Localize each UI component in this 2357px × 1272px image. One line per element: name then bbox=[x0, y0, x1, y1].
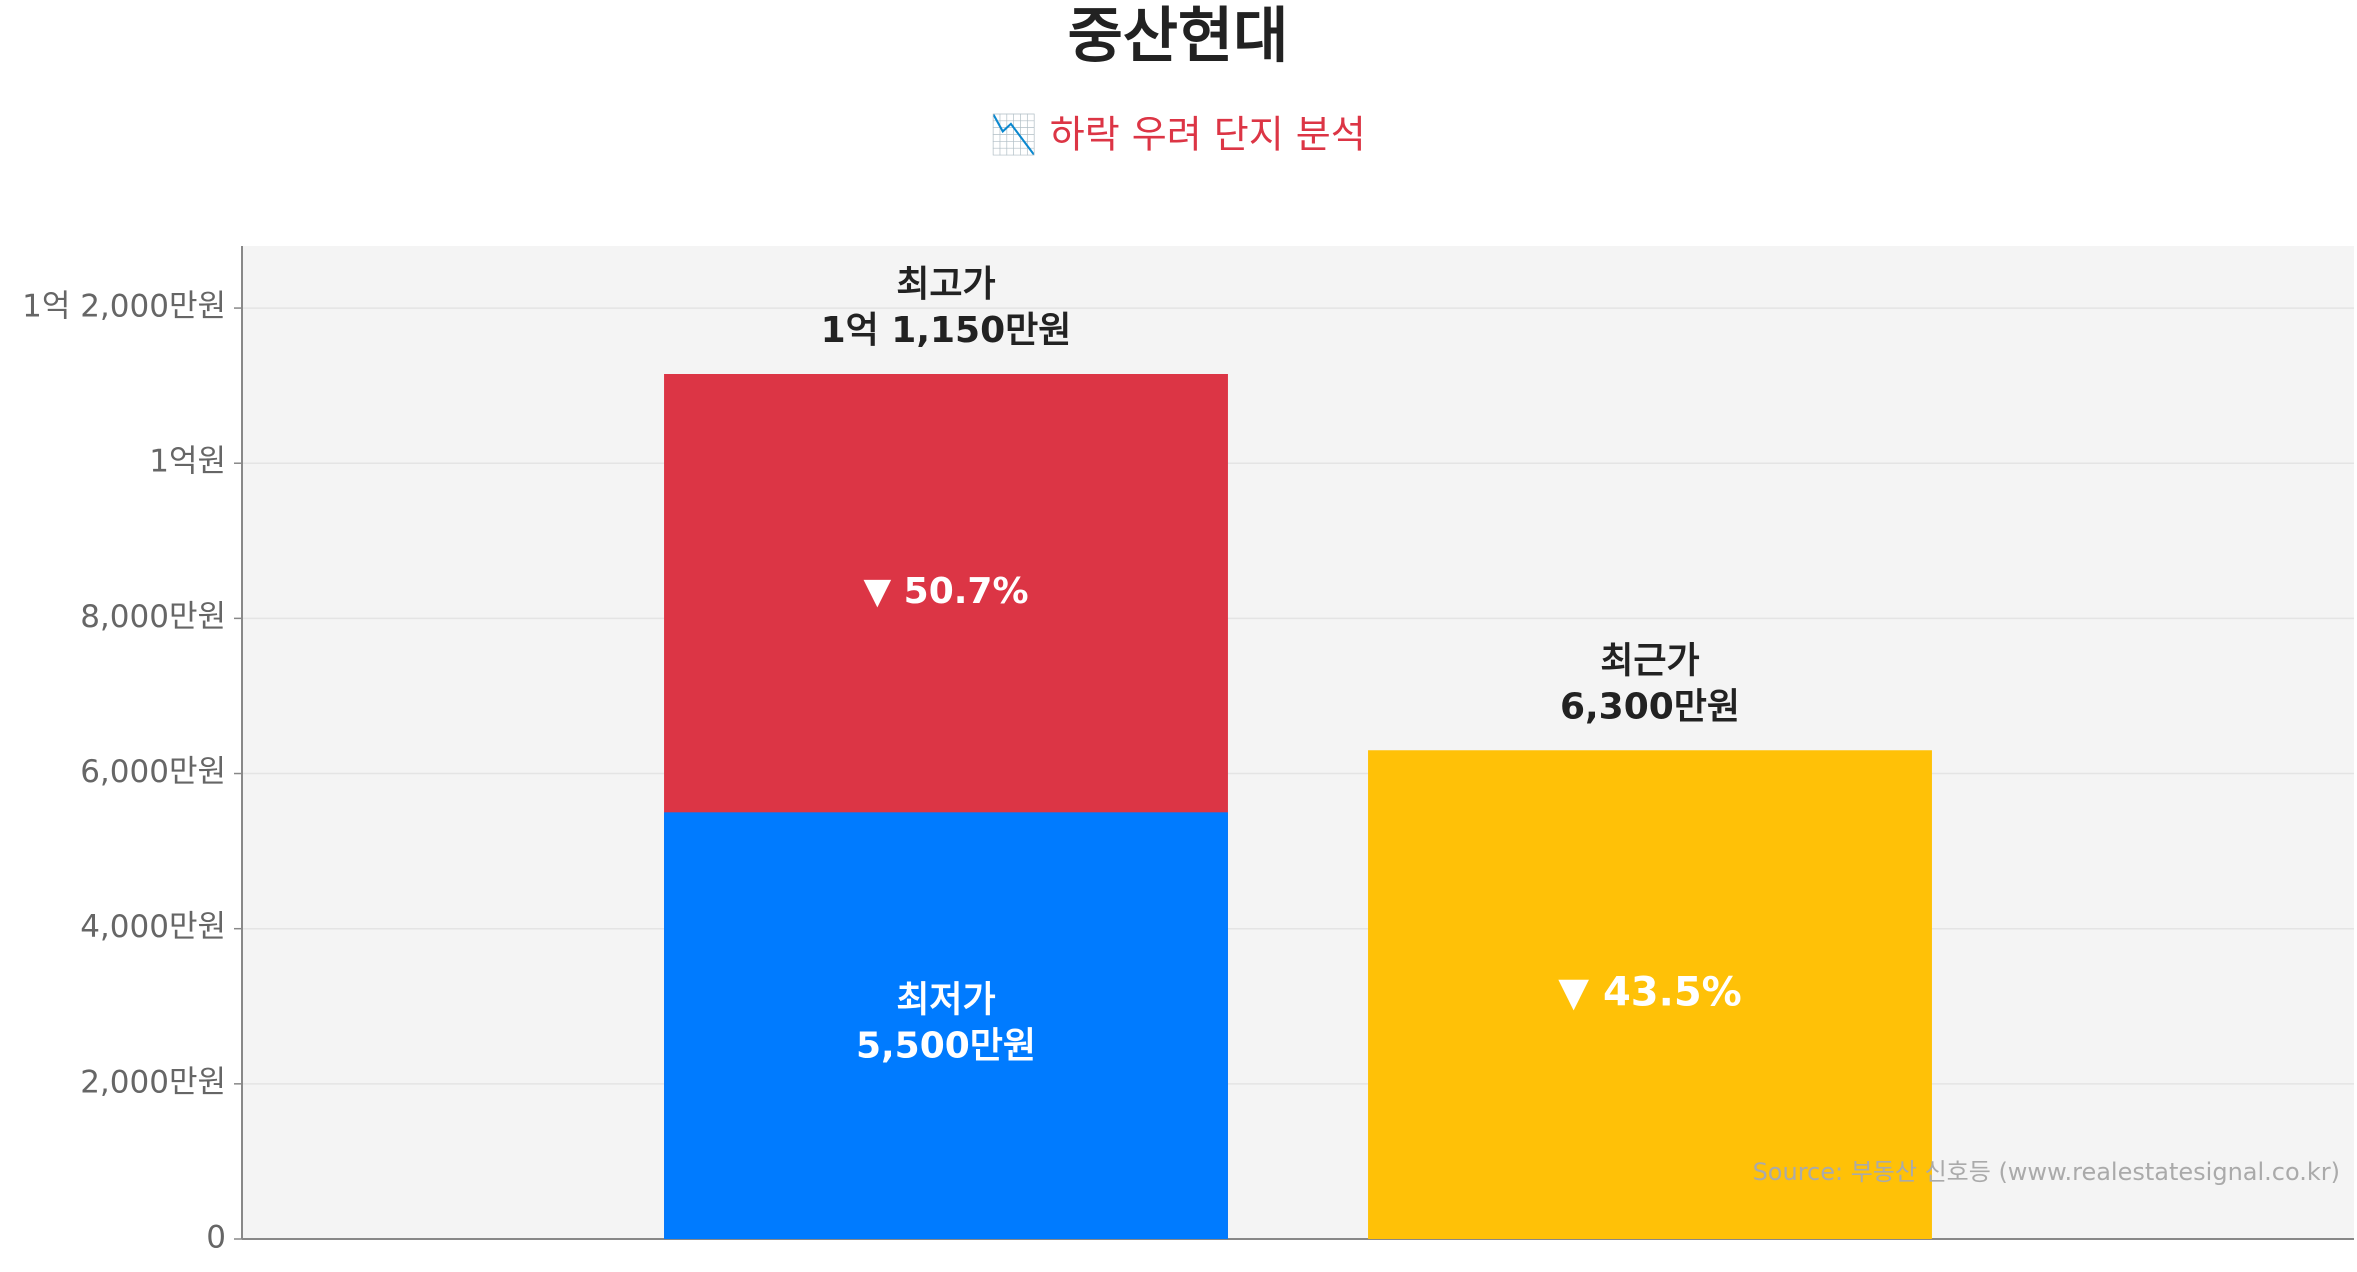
bar-name-label: 최근가 bbox=[1600, 640, 1699, 681]
y-tick-label: 1억원 bbox=[149, 444, 226, 480]
chart-subtitle: 📉 하락 우려 단지 분석 bbox=[990, 113, 1365, 157]
plot-area bbox=[242, 246, 2354, 1239]
bar bbox=[1368, 750, 1932, 1239]
y-tick-label: 2,000만원 bbox=[80, 1064, 226, 1100]
y-tick-label: 1억 2,000만원 bbox=[22, 289, 226, 325]
change-annotation: ▼ 43.5% bbox=[1558, 970, 1741, 1016]
source-note: Source: 부동산 신호등 (www.realestatesignal.co… bbox=[1753, 1158, 2340, 1186]
value-label: 1억 1,150만원 bbox=[821, 310, 1072, 351]
value-label: 6,300만원 bbox=[1560, 686, 1740, 727]
y-tick-label: 0 bbox=[206, 1220, 226, 1256]
y-tick-label: 4,000만원 bbox=[80, 909, 226, 945]
change-annotation: ▼ 50.7% bbox=[863, 571, 1028, 612]
value-label: 5,500만원 bbox=[856, 1026, 1036, 1067]
y-tick-label: 8,000만원 bbox=[80, 599, 226, 635]
bar-name-label: 최저가 bbox=[896, 980, 995, 1021]
bar bbox=[664, 812, 1228, 1239]
bar-name-label: 최고가 bbox=[896, 264, 995, 305]
chart-title: 중산현대 bbox=[1068, 2, 1289, 72]
y-tick-label: 6,000만원 bbox=[80, 754, 226, 790]
